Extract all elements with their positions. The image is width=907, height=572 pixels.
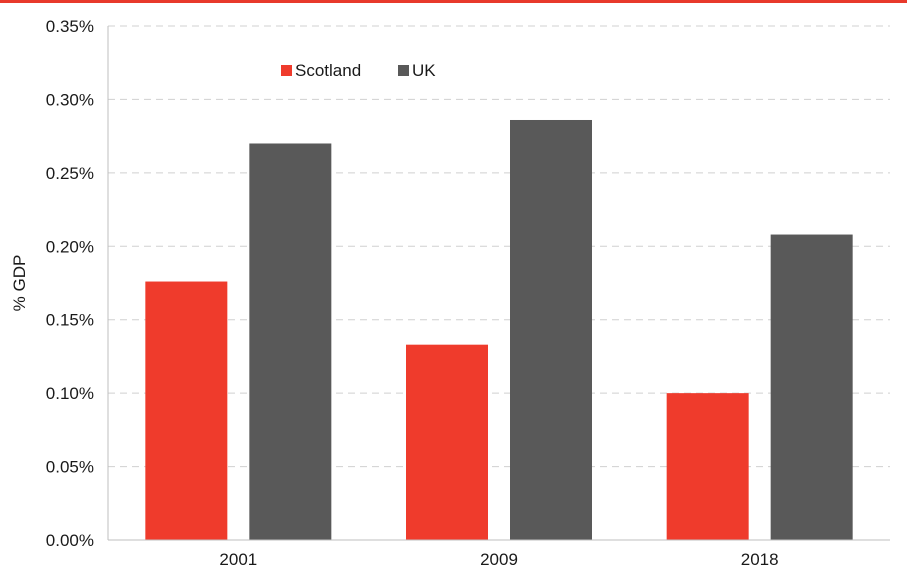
y-axis-title: % GDP <box>10 255 29 312</box>
bars <box>145 119 853 540</box>
bar-uk-2009 <box>510 119 592 540</box>
legend-label-scotland: Scotland <box>295 61 361 80</box>
x-tick-label: 2001 <box>219 550 257 569</box>
y-tick-label: 0.10% <box>46 384 94 403</box>
bar-scotland-2018 <box>666 393 749 540</box>
bar-scotland-2001 <box>145 281 228 540</box>
bar-uk-2018 <box>770 234 853 540</box>
x-tick-labels: 2001 2009 2018 <box>219 550 778 569</box>
bar-uk-2001 <box>249 143 332 540</box>
top-accent-rule <box>0 0 907 3</box>
bar-scotland-2009 <box>406 344 488 540</box>
x-tick-label: 2009 <box>480 550 518 569</box>
y-tick-label: 0.20% <box>46 237 94 256</box>
y-tick-labels: 0.00% 0.05% 0.10% 0.15% 0.20% 0.25% 0.30% 0.35% <box>46 17 94 550</box>
legend-swatch-uk <box>398 65 409 76</box>
y-tick-label: 0.05% <box>46 458 94 477</box>
x-tick-label: 2018 <box>741 550 779 569</box>
legend-label-uk: UK <box>412 61 436 80</box>
gridlines <box>108 25 890 468</box>
y-tick-label: 0.35% <box>46 17 94 36</box>
y-tick-label: 0.25% <box>46 164 94 183</box>
legend-swatch-scotland <box>281 65 292 76</box>
y-tick-label: 0.15% <box>46 311 94 330</box>
legend: Scotland UK <box>281 61 436 80</box>
y-tick-label: 0.30% <box>46 90 94 109</box>
y-tick-label: 0.00% <box>46 531 94 550</box>
